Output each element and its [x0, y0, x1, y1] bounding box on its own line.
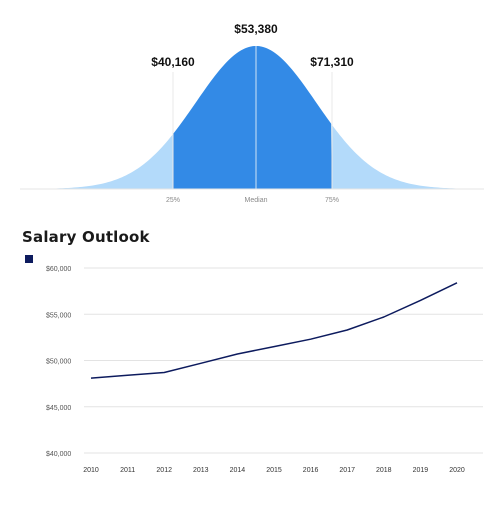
percentile-75-value: $71,310	[310, 55, 354, 69]
x-tick-label: 2019	[413, 467, 429, 474]
y-tick-label: $40,000	[46, 451, 71, 458]
x-tick-label: 2018	[376, 467, 392, 474]
y-tick-label: $60,000	[46, 266, 71, 273]
median-label: Median	[245, 197, 268, 204]
percentile-25-label: 25%	[166, 197, 180, 204]
x-tick-label: 2016	[303, 467, 319, 474]
x-tick-label: 2020	[449, 467, 465, 474]
salary-distribution-chart: $40,160 $53,380 $71,310 25% Median 75%	[20, 22, 484, 204]
salary-outlook-title: Salary Outlook	[22, 228, 150, 246]
x-tick-label: 2017	[339, 467, 355, 474]
median-value: $53,380	[234, 22, 278, 36]
x-tick-label: 2010	[83, 467, 99, 474]
percentile-25-value: $40,160	[151, 55, 195, 69]
y-tick-label: $45,000	[46, 405, 71, 412]
grid-layer	[84, 267, 483, 454]
x-tick-label: 2012	[156, 467, 172, 474]
y-tick-label: $55,000	[46, 312, 71, 319]
percentile-75-label: 75%	[325, 197, 339, 204]
x-tick-label: 2015	[266, 467, 282, 474]
x-tick-label: 2014	[230, 467, 246, 474]
legend-swatch	[25, 255, 33, 263]
x-tick-label: 2011	[120, 467, 135, 474]
distribution-core	[173, 46, 332, 189]
x-tick-label: 2013	[193, 467, 209, 474]
y-tick-label: $50,000	[46, 359, 71, 366]
x-axis: 2010 2011 2012 2013 2014 2015 2016 2017 2018 2019…	[83, 467, 465, 474]
series-line	[90, 282, 458, 379]
y-axis: $60,000 $55,000 $50,000 $45,000 $40,000	[46, 266, 71, 458]
